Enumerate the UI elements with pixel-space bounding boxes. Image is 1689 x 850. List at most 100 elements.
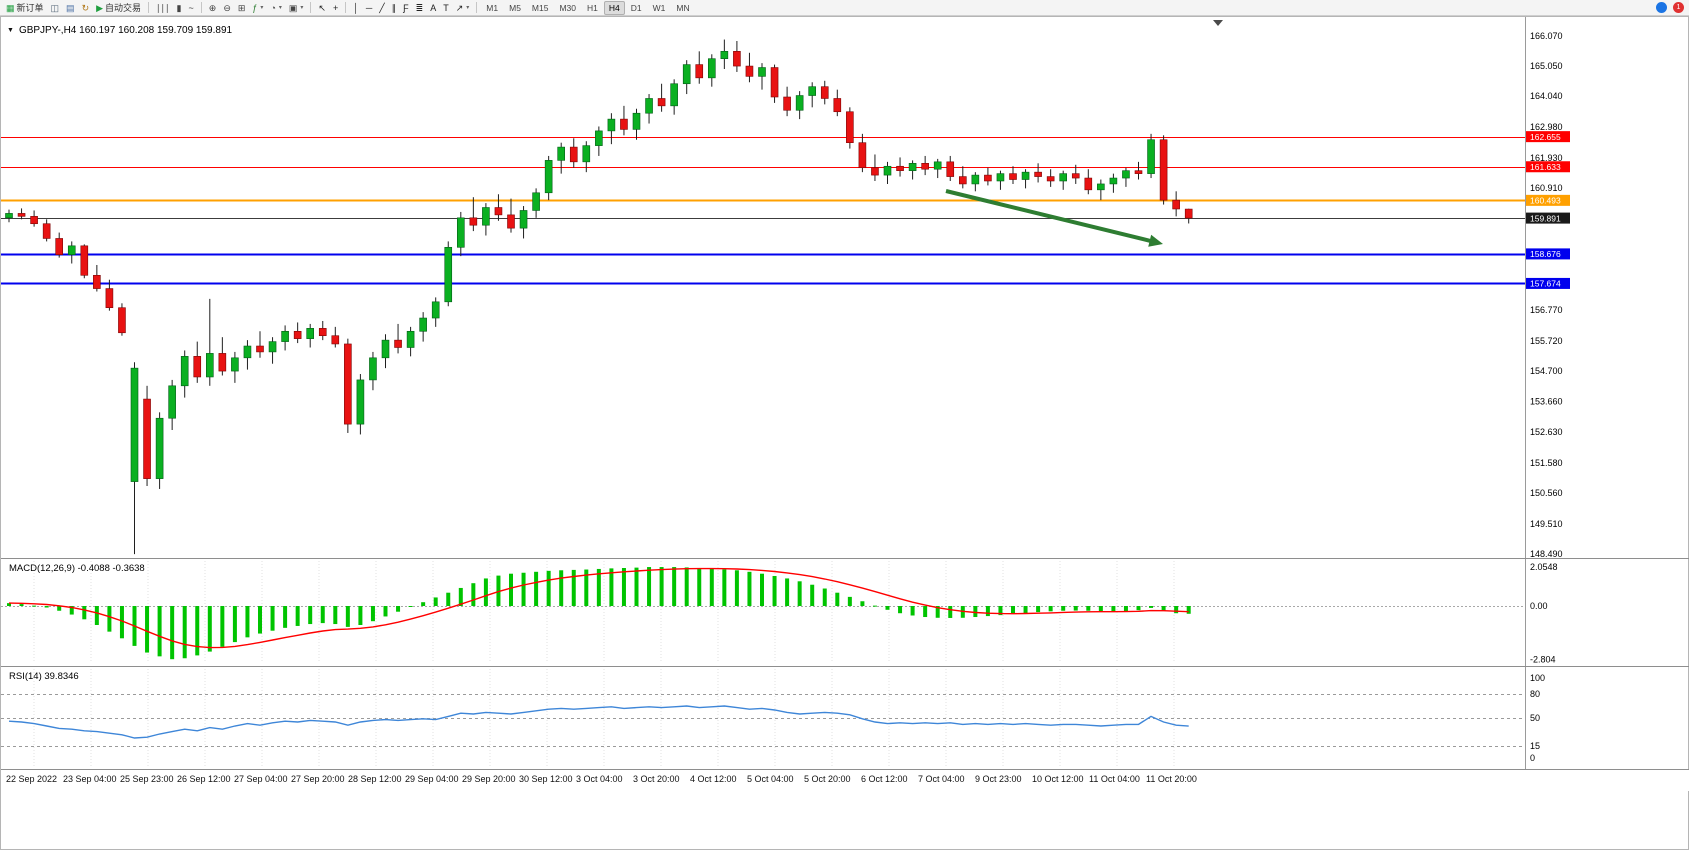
svg-text:164.040: 164.040: [1530, 91, 1563, 101]
toolbar-separator: [476, 2, 478, 13]
template-icon: ▣: [288, 2, 298, 13]
zoom-in-icon[interactable]: ⊕: [206, 1, 220, 15]
macd-axis[interactable]: 2.0548 0.00 -2.804: [1530, 562, 1558, 664]
candle: [896, 165, 904, 171]
dropdown-arrow-icon[interactable]: ▾: [278, 5, 282, 11]
dropdown-arrow-icon[interactable]: ▾: [300, 5, 304, 11]
chart-symbol-ohlc: GBPJPY-,H4 160.197 160.208 159.709 159.8…: [18, 25, 233, 36]
time-label: 4 Oct 12:00: [690, 774, 737, 784]
label-icon[interactable]: T: [440, 1, 452, 15]
candle: [858, 142, 867, 169]
macd-histogram: [7, 567, 1191, 660]
rsi-axis[interactable]: 100 80 50 15 0: [1530, 673, 1545, 763]
candle: [883, 165, 892, 176]
one-click-trading-toggle-icon[interactable]: ▼: [7, 27, 14, 34]
timeframe-m30[interactable]: M30: [559, 2, 577, 13]
svg-text:150.560: 150.560: [1530, 488, 1563, 498]
zoom-out-icon: ⊖: [223, 2, 231, 13]
timeframe-d1[interactable]: D1: [630, 2, 642, 13]
svg-text:157.674: 157.674: [1530, 279, 1561, 289]
candle: [394, 339, 402, 348]
time-axis[interactable]: 22 Sep 2022 23 Sep 04:00 25 Sep 23:00 26 Se…: [1, 769, 1689, 791]
svg-text:161.633: 161.633: [1530, 162, 1561, 172]
fibonacci-icon: Ƒ: [403, 2, 409, 13]
crosshair-icon[interactable]: +: [330, 1, 341, 15]
auto-trading-button[interactable]: ▶ 自动交易: [93, 1, 144, 15]
timeframe-mn[interactable]: MN: [676, 2, 690, 13]
candlestick-type-icon[interactable]: ▮: [174, 1, 185, 15]
price-axis-box: 162.655: [1526, 131, 1570, 143]
candle: [1109, 177, 1118, 185]
tile-windows-icon: ⊞: [237, 2, 246, 13]
candle: [130, 367, 139, 482]
tile-windows-icon[interactable]: ⊞: [235, 1, 249, 15]
svg-text:154.700: 154.700: [1530, 366, 1563, 376]
new-order-button[interactable]: ▦ 新订单: [3, 1, 47, 15]
svg-text:153.660: 153.660: [1530, 397, 1563, 407]
timeframe-h1[interactable]: H1: [587, 2, 598, 13]
timeframe-w1[interactable]: W1: [652, 2, 666, 13]
fibonacci-icon[interactable]: Ƒ: [400, 1, 412, 15]
candle: [231, 357, 239, 372]
candle: [544, 160, 553, 194]
timeframe-m5[interactable]: M5: [509, 2, 521, 13]
time-label: 27 Sep 04:00: [234, 774, 288, 784]
candle: [557, 146, 566, 161]
price-axis[interactable]: 166.070 165.050 164.040 162.980 161.930 160.9…: [1530, 31, 1563, 559]
dropdown-arrow-icon[interactable]: ▾: [466, 5, 470, 11]
trendline-icon[interactable]: ╱: [376, 1, 387, 15]
cursor-icon[interactable]: ↖: [315, 1, 329, 15]
chart-window-icon[interactable]: ◫: [48, 1, 63, 15]
time-label: 26 Sep 12:00: [177, 774, 231, 784]
arrows-tool-icon: ↗: [455, 2, 464, 13]
arrows-tool-icon[interactable]: ↗ ▾: [453, 1, 473, 15]
candle: [381, 339, 390, 359]
timeframe-m1[interactable]: M1: [486, 2, 499, 13]
candle: [1034, 171, 1042, 177]
template-icon[interactable]: ▣ ▾: [286, 1, 307, 15]
candle: [795, 95, 804, 111]
candle: [820, 86, 829, 99]
candle: [996, 173, 1005, 182]
candle: [758, 67, 766, 77]
chart-shift-marker-icon[interactable]: [1213, 20, 1223, 26]
zoom-out-icon[interactable]: ⊖: [220, 1, 234, 15]
time-label: 5 Oct 20:00: [804, 774, 851, 784]
period-icon[interactable]: ◔ ▾: [267, 1, 284, 15]
candle: [770, 67, 779, 98]
timeframe-m15[interactable]: M15: [531, 2, 549, 13]
line-chart-type-icon[interactable]: ~: [186, 1, 197, 15]
notifications-badge[interactable]: 1: [1673, 2, 1684, 13]
refresh-icon[interactable]: ↻: [79, 1, 93, 15]
candle: [1134, 170, 1143, 174]
shapes-icon[interactable]: ≣: [413, 1, 427, 15]
channel-icon[interactable]: ∥: [389, 1, 400, 15]
profiles-icon[interactable]: ▤: [63, 1, 78, 15]
candle: [519, 210, 528, 229]
auto-trading-button: ▶: [96, 2, 104, 13]
svg-text:15: 15: [1530, 741, 1540, 751]
candle: [620, 118, 628, 130]
text-icon[interactable]: A: [427, 1, 439, 15]
vertical-line-icon[interactable]: │: [350, 1, 362, 15]
community-icon[interactable]: [1656, 2, 1667, 13]
trend-arrow-annotation[interactable]: [945, 189, 1163, 247]
candle: [1097, 183, 1105, 191]
svg-text:151.580: 151.580: [1530, 458, 1563, 468]
timeframe-h4[interactable]: H4: [603, 0, 625, 15]
price-axis-box: 158.676: [1526, 248, 1570, 260]
svg-text:100: 100: [1530, 673, 1545, 683]
bar-chart-type-icon[interactable]: ∣∣∣: [153, 1, 173, 15]
horizontal-line-icon: ─: [365, 2, 373, 13]
candle: [908, 163, 917, 171]
indicators-icon[interactable]: ƒ ▾: [249, 1, 266, 15]
dropdown-arrow-icon[interactable]: ▾: [260, 5, 264, 11]
time-label: 29 Sep 04:00: [405, 774, 459, 784]
svg-text:50: 50: [1530, 713, 1540, 723]
candle: [456, 217, 465, 248]
horizontal-line-icon[interactable]: ─: [363, 1, 375, 15]
candle: [256, 345, 264, 353]
svg-text:2.0548: 2.0548: [1530, 562, 1558, 572]
chart-window: ▼ GBPJPY-,H4 160.197 160.208 159.709 159…: [0, 16, 1689, 850]
candle: [1172, 199, 1180, 210]
